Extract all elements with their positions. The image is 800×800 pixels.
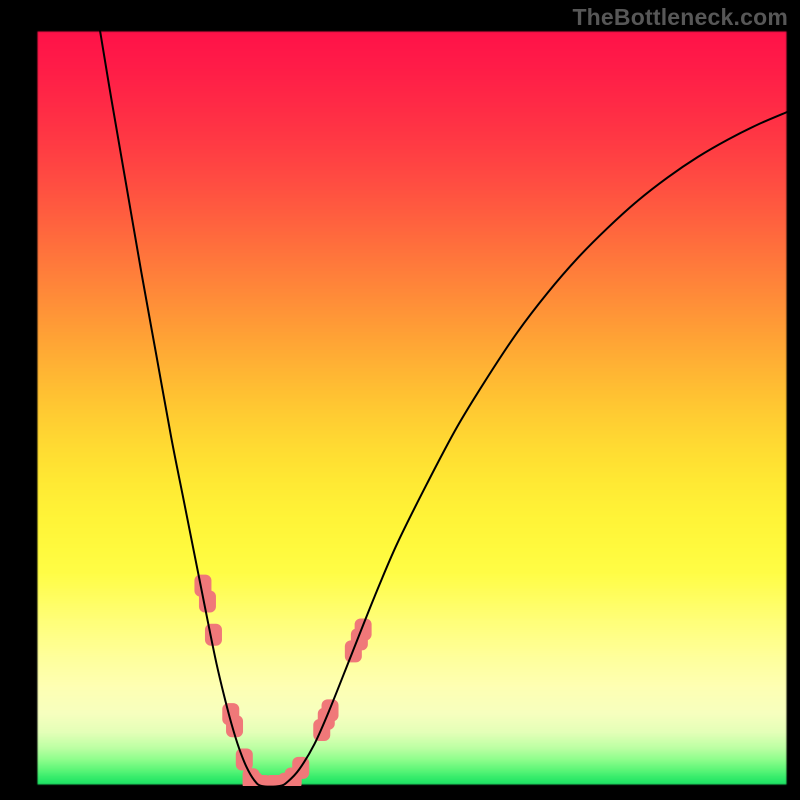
- data-marker: [355, 619, 372, 641]
- bottleneck-curve: [100, 30, 788, 787]
- data-marker: [205, 624, 222, 646]
- stage: TheBottleneck.com: [0, 0, 800, 800]
- chart-overlay: [0, 0, 800, 800]
